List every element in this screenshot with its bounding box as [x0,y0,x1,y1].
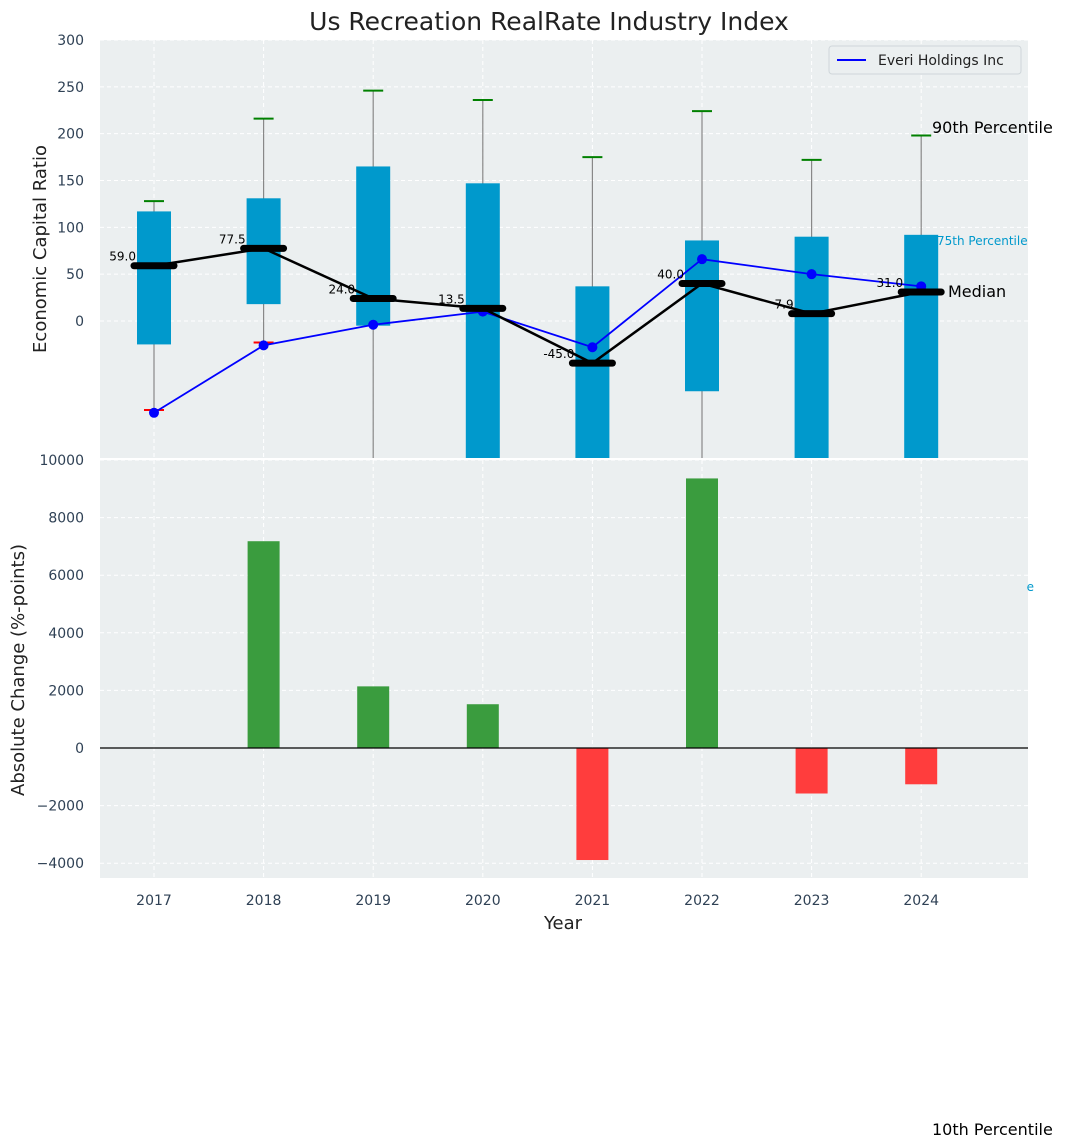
company-series-line [153,258,922,414]
bottom-y-tick-label: 6000 [48,568,84,584]
x-tick-labels: 2017 2018 2019 2020 2021 2022 2023 2024 [136,893,939,909]
median-series-line [153,247,922,365]
chart-title: Us Recreation RealRate Industry Index [309,7,789,36]
median-label-2023: 7.9 [775,298,794,312]
top-plot-background [100,40,1028,458]
clipped-annotation: e [1027,580,1034,594]
top-y-tick-label: 250 [57,80,84,96]
top-y-tick-label: 200 [57,127,84,143]
bottom-plot-background [100,460,1028,878]
company-point-2019 [368,319,379,330]
annotation-10th: 10th Percentile [932,1120,1053,1139]
change-bar-2020 [466,704,499,748]
company-point-2023 [806,269,817,280]
x-axis-label: Year [543,913,583,934]
box-2024 [904,234,939,458]
box-2020 [465,183,500,458]
bottom-y-tick-label: 8000 [48,511,84,527]
change-bar-2022 [686,478,718,748]
x-tick-label-2023: 2023 [794,893,830,909]
x-tick-label-2022: 2022 [684,893,720,909]
legend-box [828,45,1022,75]
top-y-tick-labels: 0 50 100 150 200 250 300 [57,33,84,330]
median-labels: 59.0 77.5 24.0 13.5 -45.0 40.0 7.9 31.0 [109,232,903,361]
change-bars [247,478,938,861]
median-label-2017: 59.0 [109,250,136,264]
change-bar-2023 [795,748,828,794]
bottom-y-tick-label: 4000 [48,626,84,642]
annotation-median: Median [948,282,1006,301]
change-bar-2018 [247,541,280,748]
x-tick-label-2018: 2018 [246,893,282,909]
x-tick-label-2020: 2020 [465,893,501,909]
company-line [149,254,927,418]
bottom-y-tick-labels: −4000 −2000 0 2000 4000 6000 8000 10000 [37,453,84,872]
top-y-tick-label: 0 [75,314,84,330]
company-point-2018 [258,340,269,351]
top-y-tick-label: 100 [57,220,84,236]
top-panel: 59.0 77.5 24.0 13.5 -45.0 40.0 7.9 31.0 0 50 100 1… [57,33,1053,458]
bottom-y-tick-label: 2000 [48,683,84,699]
legend: Everi Holdings Inc [828,45,1022,75]
box-2017 [137,211,171,345]
annotation-75th: 75th Percentile [937,234,1028,248]
box-2022 [685,240,719,392]
median-label-2022: 40.0 [657,268,684,282]
median-line [130,244,945,367]
bottom-y-tick-label: 10000 [39,453,84,469]
top-y-tick-label: 150 [57,174,84,190]
bottom-y-tick-label: 0 [75,741,84,757]
x-tick-label-2021: 2021 [575,893,611,909]
median-label-2020: 13.5 [438,292,465,306]
company-point-2022 [697,254,707,265]
x-tick-label-2024: 2024 [903,893,939,909]
median-label-2019: 24.0 [328,283,355,297]
change-bar-2021 [576,748,609,861]
x-tick-label-2017: 2017 [136,893,172,909]
median-label-2018: 77.5 [219,232,246,246]
box-2021 [575,286,610,458]
annotation-90th: 90th Percentile [932,118,1053,137]
top-y-axis-label: Economic Capital Ratio [30,145,51,353]
bottom-y-axis-label: Absolute Change (%-points) [8,544,29,796]
company-point-2017 [149,407,159,418]
change-bar-2024 [905,748,938,785]
bottom-y-tick-label: −2000 [37,799,84,815]
bottom-y-tick-label: −4000 [37,856,84,872]
top-y-tick-label: 50 [66,267,84,283]
x-tick-label-2019: 2019 [355,893,391,909]
company-point-2021 [587,342,598,353]
bottom-panel: −4000 −2000 0 2000 4000 6000 8000 10000 e [37,453,1034,878]
median-label-2024: 31.0 [876,276,903,290]
legend-label: Everi Holdings Inc [878,53,1004,69]
median-label-2021: -45.0 [543,347,574,361]
change-bar-2019 [357,686,390,748]
top-y-tick-label: 300 [57,33,84,49]
